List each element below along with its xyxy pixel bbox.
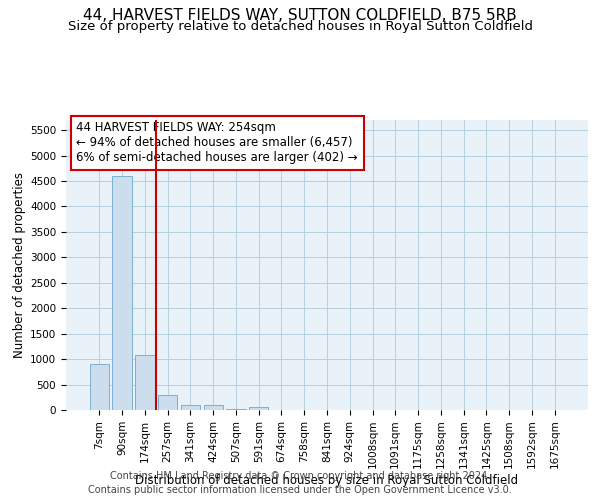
Bar bbox=[90, 364, 109, 410]
Bar bbox=[112, 176, 132, 410]
X-axis label: Distribution of detached houses by size in Royal Sutton Coldfield: Distribution of detached houses by size … bbox=[136, 474, 518, 487]
Bar bbox=[158, 394, 178, 410]
Y-axis label: Number of detached properties: Number of detached properties bbox=[13, 172, 26, 358]
Text: 44, HARVEST FIELDS WAY, SUTTON COLDFIELD, B75 5RB: 44, HARVEST FIELDS WAY, SUTTON COLDFIELD… bbox=[83, 8, 517, 22]
Text: Size of property relative to detached houses in Royal Sutton Coldfield: Size of property relative to detached ho… bbox=[67, 20, 533, 33]
Text: 44 HARVEST FIELDS WAY: 254sqm
← 94% of detached houses are smaller (6,457)
6% of: 44 HARVEST FIELDS WAY: 254sqm ← 94% of d… bbox=[76, 122, 358, 164]
Bar bbox=[203, 406, 223, 410]
Bar bbox=[226, 409, 245, 410]
Text: Contains HM Land Registry data © Crown copyright and database right 2024.
Contai: Contains HM Land Registry data © Crown c… bbox=[88, 471, 512, 495]
Bar bbox=[249, 407, 268, 410]
Bar bbox=[135, 356, 155, 410]
Bar bbox=[181, 405, 200, 410]
